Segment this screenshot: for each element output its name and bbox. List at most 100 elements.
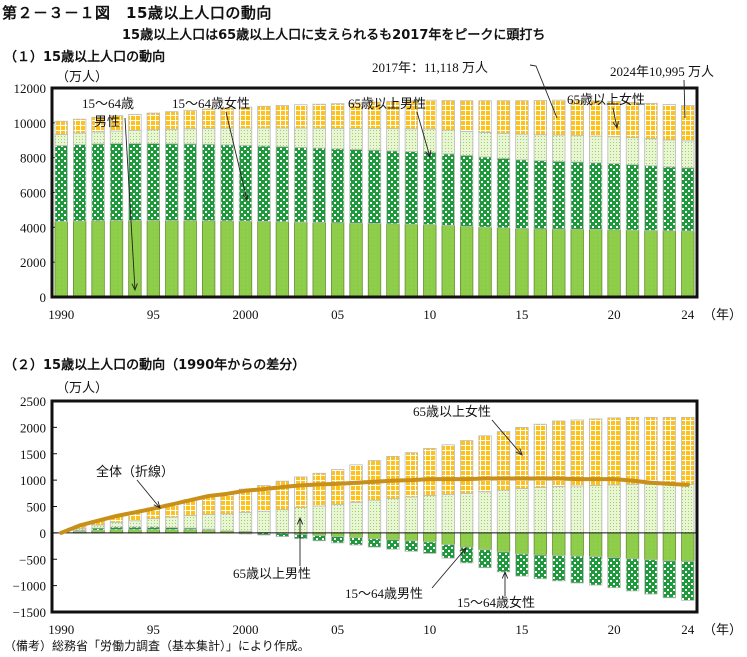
bar-segment-f65 <box>441 444 455 495</box>
bar-segment-m65 <box>625 483 640 534</box>
bar-segment-f65 <box>533 100 548 136</box>
bar-segment-m65 <box>644 138 658 167</box>
bar-segment-f65 <box>533 423 548 488</box>
bar-segment-f65 <box>588 100 603 137</box>
figure-title: 第２－３－１図 15歳以上人口の動向 <box>2 4 272 22</box>
bar-segment-m65 <box>552 134 566 162</box>
bar-segment-m1564 <box>312 222 326 298</box>
bar-segment-m1564 <box>441 532 455 545</box>
bar-segment-f65 <box>570 419 584 487</box>
bar-segment-f65 <box>625 101 640 139</box>
bar-segment-m65 <box>570 135 584 163</box>
bar-segment-m1564 <box>165 220 179 298</box>
bar-segment-m1564 <box>607 229 621 298</box>
figure-subtitle: 15歳以上人口は65歳以上人口に支えられるも2017年をピークに頭打ち <box>122 28 546 43</box>
x-tick-label: 1990 <box>48 307 74 322</box>
x-tick-label: 15 <box>515 307 528 322</box>
bar-segment-f1564 <box>294 146 308 223</box>
bar-segment-m1564 <box>72 220 87 298</box>
bar-segment-m65 <box>128 130 142 144</box>
bar-segment-m1564 <box>644 532 658 561</box>
bar-segment-m65 <box>478 491 492 534</box>
bar-segment-f1564 <box>662 560 677 599</box>
x-tick-label: 20 <box>608 307 621 322</box>
bar-segment-m65 <box>312 505 326 534</box>
x-tick-label: 20 <box>608 622 621 637</box>
leader-line <box>431 547 467 589</box>
bar-segment-m1564 <box>533 228 548 298</box>
annotation-label: 15～64歳 <box>82 96 134 111</box>
source-note: （備考）総務省「労働力調査（基本集計）」により作成。 <box>4 639 310 653</box>
bar-segment-f65 <box>54 120 68 135</box>
bar-segment-m65 <box>275 509 290 534</box>
bar-segment-m1564 <box>294 221 308 298</box>
bar-segment-m65 <box>681 483 695 534</box>
total-line <box>59 476 690 535</box>
bar-segment-m1564 <box>681 230 695 298</box>
chart1-unit-label: （万人） <box>56 69 109 84</box>
y-tick-label: 6000 <box>20 186 46 201</box>
bar-segment-f1564 <box>644 165 658 231</box>
bar-segment-m65 <box>72 132 87 146</box>
x-tick-label: 24 <box>681 622 695 637</box>
y-tick-label: 1000 <box>20 473 46 488</box>
bar-segment-f1564 <box>570 555 584 584</box>
bar-segment-m1564 <box>441 225 455 298</box>
y-tick-label: 2500 <box>20 394 46 409</box>
bar-segment-f1564 <box>330 536 345 544</box>
bar-segment-m65 <box>441 493 455 534</box>
arrow-head <box>459 547 467 555</box>
bar-segment-f1564 <box>386 150 400 225</box>
bar-segment-m65 <box>201 514 216 530</box>
bar-segment-m1564 <box>496 532 511 553</box>
bar-segment-f65 <box>72 118 87 134</box>
bar-segment-m1564 <box>515 228 529 298</box>
x-axis-unit: （年） <box>703 307 742 322</box>
x-tick-label: 95 <box>147 307 160 322</box>
annotation-label: 65歳以上男性 <box>348 96 426 111</box>
bar-segment-f65 <box>662 416 677 485</box>
bar-segment-m1564 <box>54 221 68 298</box>
bar-segment-m65 <box>275 127 290 148</box>
bar-segment-f1564 <box>662 166 677 232</box>
bar-segment-f1564 <box>533 554 548 580</box>
bar-segment-m65 <box>404 128 419 152</box>
x-tick-label: 24 <box>681 307 695 322</box>
bar-segment-f1564 <box>441 544 455 559</box>
bar-segment-f1564 <box>552 160 566 230</box>
bar-segment-f65 <box>496 100 511 134</box>
bar-segment-f1564 <box>570 161 584 230</box>
bar-segment-f1564 <box>496 551 511 573</box>
bar-segment-f1564 <box>146 143 161 221</box>
bar-segment-m1564 <box>404 532 419 542</box>
bar-segment-m1564 <box>109 220 124 298</box>
arrow-head <box>131 283 138 292</box>
bar-segment-f65 <box>478 435 492 493</box>
bar-segment-f1564 <box>625 164 640 231</box>
y-tick-label: 8000 <box>20 151 46 166</box>
bar-segment-f1564 <box>681 560 695 601</box>
bar-segment-f1564 <box>423 151 437 225</box>
y-tick-label: 4000 <box>20 220 46 235</box>
bar-segment-f1564 <box>201 143 216 222</box>
leader-line <box>416 111 431 158</box>
bar-segment-m1564 <box>330 222 345 298</box>
bar-segment-f1564 <box>459 155 474 227</box>
bar-segment-m1564 <box>386 532 400 541</box>
bar-segment-f1564 <box>404 540 419 552</box>
bar-segment-m1564 <box>275 221 290 298</box>
bar-segment-f1564 <box>607 163 621 231</box>
bar-segment-m65 <box>294 127 308 148</box>
bar-segment-f65 <box>681 105 695 142</box>
annotation-label: 15～64歳女性 <box>172 96 250 111</box>
bar-segment-f1564 <box>607 557 621 589</box>
y-tick-label: 500 <box>27 500 47 515</box>
bar-segment-f65 <box>183 109 197 130</box>
bar-segment-f65 <box>496 431 511 491</box>
leader-line <box>491 419 523 456</box>
y-tick-label: 12000 <box>14 81 47 96</box>
bar-segment-f65 <box>330 103 345 129</box>
annotation-label: 65歳以上女性 <box>567 92 645 107</box>
bar-segment-m1564 <box>478 532 492 551</box>
bar-segment-m65 <box>570 485 584 534</box>
